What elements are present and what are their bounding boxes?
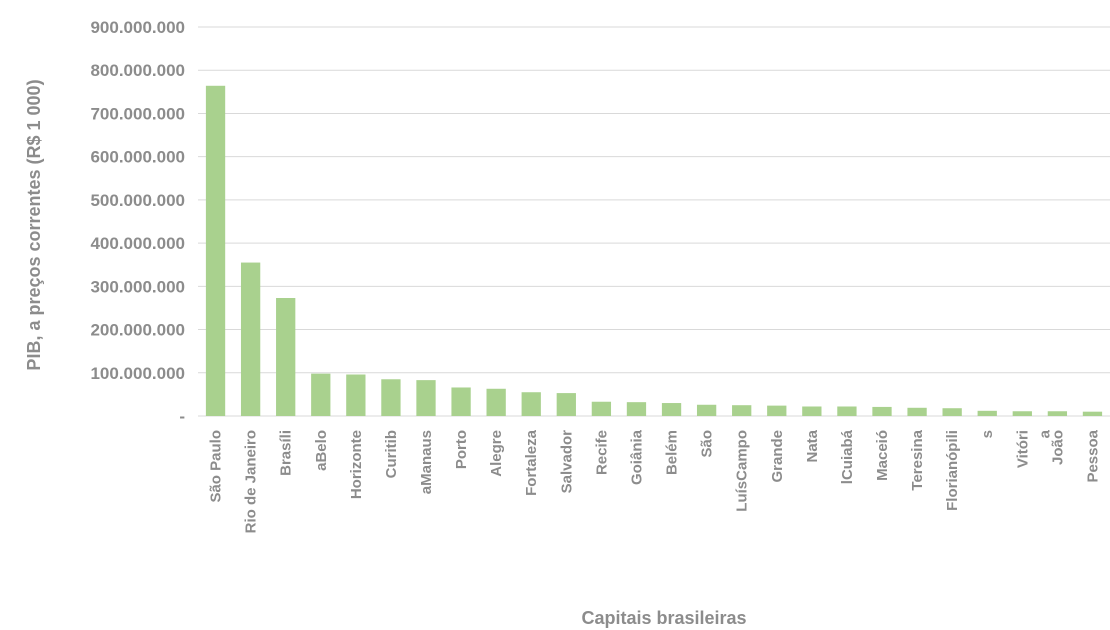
y-tick-label: 400.000.000	[90, 234, 185, 253]
x-tick-label: s	[979, 430, 996, 438]
x-tick-label: Goiânia	[628, 429, 645, 485]
x-tick-label: Recife	[593, 430, 610, 475]
y-tick-label: 900.000.000	[90, 18, 185, 37]
y-tick-label: 100.000.000	[90, 364, 185, 383]
y-tick-label: -	[179, 407, 185, 426]
bar	[381, 379, 401, 416]
y-tick-label: 600.000.000	[90, 148, 185, 167]
x-tick-label: Florianópili	[944, 430, 961, 511]
bar	[977, 410, 997, 416]
bar	[872, 406, 892, 416]
x-tick-label: LuísCampo	[734, 430, 751, 512]
x-tick-label: Grande	[769, 430, 786, 483]
bar	[907, 407, 927, 416]
y-tick-label: 700.000.000	[90, 104, 185, 123]
y-axis-title: PIB, a preços correntes (R$ 1 000)	[24, 79, 44, 370]
bar	[486, 388, 506, 416]
bar	[416, 380, 436, 416]
x-tick-label: Belém	[664, 430, 681, 475]
x-tick-label: Curitib	[383, 430, 400, 478]
bar	[346, 374, 366, 416]
x-tick-label: a	[1036, 429, 1053, 438]
x-tick-label: Nata	[804, 429, 821, 462]
bar	[276, 298, 296, 416]
x-axis-title: Capitais brasileiras	[581, 608, 746, 628]
x-tick-label: São Paulo	[208, 430, 225, 503]
x-tick-label: Brasíli	[278, 430, 295, 476]
bar	[942, 408, 962, 416]
bar	[556, 393, 576, 416]
x-tick-label: Alegre	[488, 430, 505, 477]
bar	[802, 406, 822, 416]
y-tick-label: 500.000.000	[90, 191, 185, 210]
bar	[696, 404, 717, 416]
x-tick-label: Rio de Janeiro	[243, 430, 260, 533]
x-tick-label: Salvador	[558, 430, 575, 494]
bar	[767, 405, 787, 416]
bar	[732, 405, 752, 416]
bar	[205, 85, 226, 416]
x-tick-label: Maceió	[874, 430, 891, 481]
x-tick-label: lCuiabá	[839, 429, 856, 484]
bar	[311, 373, 331, 416]
bar	[451, 387, 471, 416]
x-tick-label: Horizonte	[348, 430, 365, 499]
x-tick-label: aManaus	[418, 430, 435, 494]
x-axis-labels: São Paulo Rio de Janeiro Brasíli aBelo Horiz…	[208, 429, 1102, 533]
bar	[626, 402, 647, 416]
bar	[240, 262, 261, 416]
y-axis-ticks: - 100.000.000 200.000.000 300.000.000 400.00…	[90, 18, 185, 426]
bar	[1082, 411, 1103, 416]
x-tick-label: Teresina	[909, 429, 926, 490]
bar	[1012, 411, 1032, 416]
bars	[205, 85, 1103, 416]
x-tick-label: João	[1049, 430, 1066, 465]
x-tick-label: Porto	[453, 430, 470, 469]
y-tick-label: 300.000.000	[90, 277, 185, 296]
bar	[661, 403, 682, 416]
gridlines	[198, 26, 1110, 417]
x-tick-label: Fortaleza	[523, 429, 540, 496]
x-tick-label: Vitóri	[1014, 430, 1031, 468]
x-tick-label: Pessoa	[1084, 429, 1101, 482]
y-tick-label: 800.000.000	[90, 61, 185, 80]
bar	[521, 392, 541, 416]
bar	[837, 406, 857, 416]
bar	[591, 401, 612, 416]
x-tick-label: São	[699, 430, 716, 458]
bar	[1047, 411, 1068, 416]
y-tick-label: 200.000.000	[90, 321, 185, 340]
x-tick-label: aBelo	[313, 430, 330, 471]
